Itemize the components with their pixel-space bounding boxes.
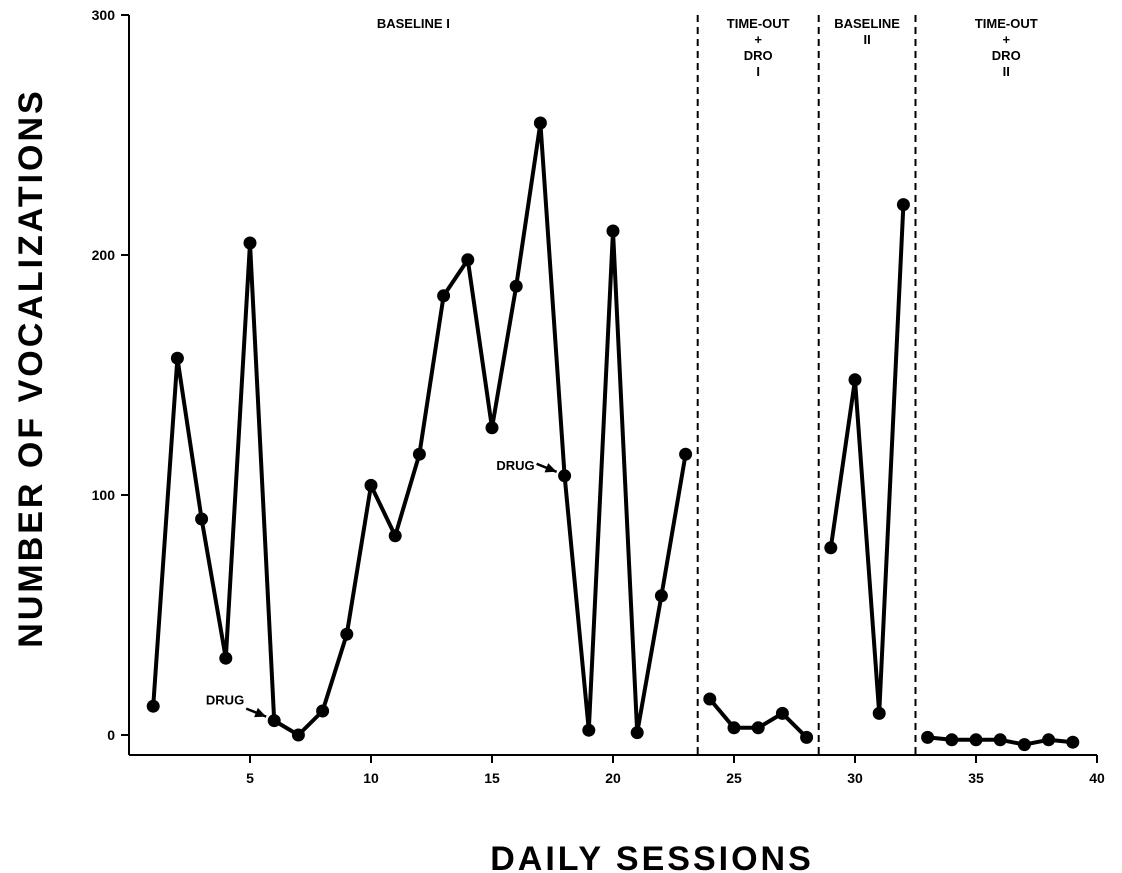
- series-line: [828, 204, 906, 716]
- data-point: [412, 447, 426, 461]
- drug-arrow-head: [544, 463, 557, 473]
- y-tick-label: 200: [92, 247, 116, 263]
- drug-annotation-label: DRUG: [496, 458, 534, 473]
- x-tick-label: 30: [847, 770, 863, 786]
- x-tick-label: 5: [246, 770, 254, 786]
- data-point: [800, 730, 814, 744]
- x-tick-label: 40: [1089, 770, 1105, 786]
- data-point: [485, 421, 499, 435]
- data-point: [243, 236, 257, 250]
- data-point: [654, 589, 668, 603]
- drug-annotation-label: DRUG: [206, 693, 244, 708]
- data-point: [170, 351, 184, 365]
- phase-label: +: [754, 32, 762, 47]
- x-axis-title: DAILY SESSIONS: [490, 840, 814, 873]
- data-point: [1017, 738, 1031, 752]
- data-point: [630, 726, 644, 740]
- data-point: [751, 721, 765, 735]
- y-tick-label: 100: [92, 487, 116, 503]
- x-tick-label: 15: [484, 770, 500, 786]
- phase-label: TIME-OUT: [975, 16, 1038, 31]
- data-point: [824, 541, 838, 555]
- data-point: [558, 469, 572, 483]
- axes: 0 100 200 300 5 10 15 20 25 30 35 40: [92, 7, 1105, 786]
- phase-label: II: [1003, 64, 1010, 79]
- data-point: [146, 699, 160, 713]
- data-point: [679, 447, 693, 461]
- data-point: [364, 478, 378, 492]
- data-point: [316, 704, 330, 718]
- data-point: [1066, 735, 1080, 749]
- data-point: [388, 529, 402, 543]
- series-line: [151, 121, 688, 737]
- phase-dividers: BASELINE I TIME-OUT+DROIBASELINEIITIME-OU…: [377, 15, 1038, 755]
- data-point: [219, 651, 233, 665]
- data-point: [267, 714, 281, 728]
- x-tick-label: 20: [605, 770, 621, 786]
- y-axis-title: NUMBER OF VOCALIZATIONS: [12, 88, 50, 647]
- data-point: [775, 706, 789, 720]
- data-point: [291, 728, 305, 742]
- phase-label: DRO: [992, 48, 1021, 63]
- drug-arrow-head: [254, 707, 267, 718]
- phase-label: TIME-OUT: [727, 16, 790, 31]
- y-tick-label: 0: [107, 727, 115, 743]
- data-point: [461, 253, 475, 267]
- x-tick-label: 10: [363, 770, 379, 786]
- data-point: [1042, 733, 1056, 747]
- phase-label: DRO: [744, 48, 773, 63]
- phase-label: +: [1002, 32, 1010, 47]
- data-point: [727, 721, 741, 735]
- y-tick-label: 300: [92, 7, 116, 23]
- data-point: [993, 733, 1007, 747]
- x-tick-label: 35: [968, 770, 984, 786]
- annotations: DRUG DRUG: [206, 458, 558, 718]
- data-point: [340, 627, 354, 641]
- data-series: [146, 116, 1080, 752]
- phase-label: II: [863, 32, 870, 47]
- data-point: [582, 723, 596, 737]
- phase-label: BASELINE I: [377, 16, 450, 31]
- data-point: [969, 733, 983, 747]
- data-point: [848, 373, 862, 387]
- data-point: [896, 198, 910, 212]
- data-point: [509, 279, 523, 293]
- data-point: [437, 289, 451, 303]
- data-point: [703, 692, 717, 706]
- data-point: [195, 512, 209, 526]
- data-point: [921, 730, 935, 744]
- phase-label: I: [756, 64, 760, 79]
- phase-label: BASELINE: [834, 16, 900, 31]
- data-point: [606, 224, 620, 238]
- data-point: [533, 116, 547, 130]
- data-point: [945, 733, 959, 747]
- data-point: [872, 706, 886, 720]
- x-tick-label: 25: [726, 770, 742, 786]
